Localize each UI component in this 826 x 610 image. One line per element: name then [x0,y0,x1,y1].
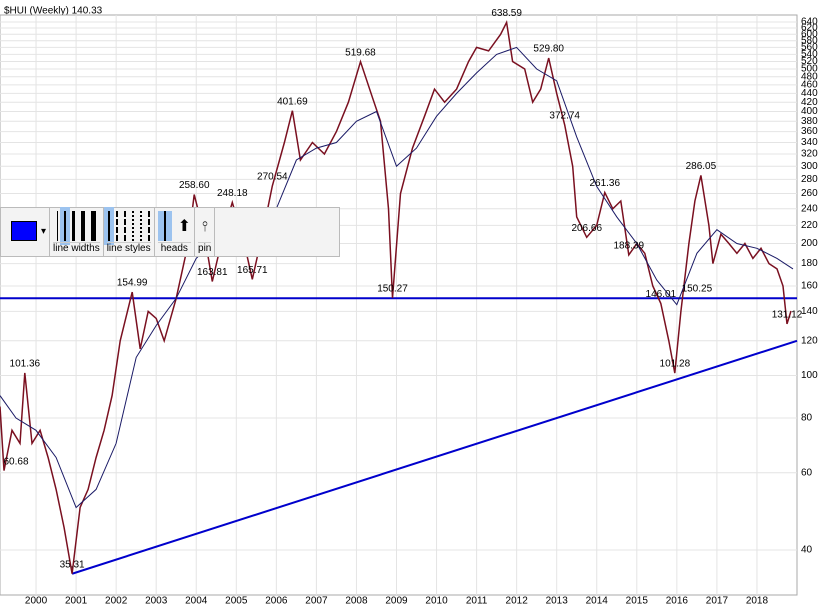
y-tick-label: 520 [801,56,818,67]
annotation: 146.01 [646,289,677,300]
toolbar-label: line styles [106,242,151,254]
y-tick-label: 480 [801,71,818,82]
annotation: 131.12 [772,310,803,321]
y-tick-label: 380 [801,116,818,127]
toolbar-label: pin [198,242,212,254]
toolbar: ▾ line widths line styles ⬆ heads ⫯ pin [0,207,340,257]
x-tick-label: 2007 [305,596,328,607]
x-tick-label: 2011 [466,596,488,607]
annotation: 638.59 [491,8,522,19]
annotation: 261.36 [589,178,620,189]
y-tick-label: 60 [801,467,813,478]
y-tick-label: 180 [801,258,818,269]
annotation: 286.05 [686,161,717,172]
y-tick-label: 580 [801,35,818,46]
y-tick-label: 260 [801,188,818,199]
plot-frame [0,14,798,596]
x-tick-label: 2010 [425,596,448,607]
trend-line [71,339,798,575]
x-tick-label: 2008 [345,596,368,607]
y-tick-label: 420 [801,97,818,108]
x-tick-label: 2004 [185,596,208,607]
y-tick-label: 80 [801,413,813,424]
y-tick-label: 560 [801,42,818,53]
y-tick-label: 200 [801,238,818,249]
x-tick-label: 2017 [706,596,729,607]
y-tick-label: 100 [801,370,818,381]
y-tick-label: 240 [801,203,818,214]
x-tick-label: 2009 [385,596,408,607]
annotation: 101.36 [10,359,41,370]
annotation: 372.74 [549,111,580,122]
annotation: 60.68 [3,456,28,467]
x-tick-label: 2003 [145,596,168,607]
y-tick-label: 280 [801,174,818,185]
x-tick-label: 2012 [506,596,529,607]
x-tick-label: 2000 [25,596,48,607]
x-tick-label: 2002 [105,596,128,607]
y-tick-label: 500 [801,64,818,75]
pin[interactable]: ⫯ pin [195,208,216,256]
x-tick-label: 2018 [746,596,769,607]
price-line [0,19,792,574]
annotation: 154.99 [117,278,148,289]
y-tick-label: 320 [801,149,818,160]
y-tick-label: 120 [801,335,818,346]
annotation: 519.68 [345,47,376,58]
line-widths[interactable]: line widths [50,208,104,256]
y-tick-label: 40 [801,545,813,556]
x-tick-label: 2015 [626,596,649,607]
heads[interactable]: ⬆ heads [155,208,196,256]
price-line [0,46,794,509]
y-tick-label: 460 [801,80,818,91]
y-tick-label: 340 [801,137,818,148]
y-tick-label: 640 [801,17,818,28]
y-tick-label: 140 [801,306,818,317]
annotation: 270.54 [257,172,288,183]
y-tick-label: 540 [801,49,818,60]
x-tick-label: 2005 [225,596,248,607]
annotation: 206.66 [571,223,602,234]
line-styles[interactable]: line styles [104,208,155,256]
x-tick-label: 2001 [65,596,88,607]
annotation: 248.18 [217,188,248,199]
y-tick-label: 440 [801,88,818,99]
x-tick-label: 2016 [666,596,689,607]
annotation: 163.81 [197,267,228,278]
y-tick-label: 400 [801,106,818,117]
y-tick-label: 300 [801,161,818,172]
annotation: 529.80 [533,44,564,55]
annotation: 35.31 [60,559,85,570]
x-tick-label: 2006 [265,596,288,607]
chart-title: $HUI (Weekly) 140.33 [4,6,103,17]
toolbar-label: heads [157,242,192,254]
annotation: 150.27 [377,284,408,295]
y-tick-label: 360 [801,126,818,137]
annotation: 401.69 [277,96,308,107]
y-tick-label: 600 [801,29,818,40]
annotation: 165.71 [237,265,268,276]
color-picker[interactable]: ▾ [1,208,50,256]
annotation: 101.28 [660,359,691,370]
annotation: 188.39 [613,241,644,252]
y-tick-label: 220 [801,220,818,231]
y-tick-label: 620 [801,23,818,34]
x-tick-label: 2013 [546,596,569,607]
annotation: 258.60 [179,180,210,191]
x-tick-label: 2014 [586,596,609,607]
y-tick-label: 160 [801,281,818,292]
annotation: 150.25 [682,284,713,295]
toolbar-label: line widths [53,242,100,254]
